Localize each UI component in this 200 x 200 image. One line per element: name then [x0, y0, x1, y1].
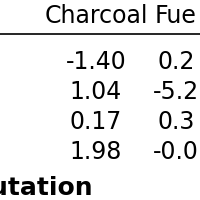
Text: -1.40: -1.40: [66, 50, 126, 74]
Text: 0.2: 0.2: [157, 50, 195, 74]
Text: 1.04: 1.04: [70, 80, 122, 104]
Text: Charcoal: Charcoal: [44, 4, 148, 28]
Text: -0.0: -0.0: [153, 140, 199, 164]
Text: 0.17: 0.17: [70, 110, 122, 134]
Text: 0.3: 0.3: [157, 110, 195, 134]
Text: Fue: Fue: [155, 4, 197, 28]
Text: utation: utation: [0, 176, 93, 200]
Text: -5.2: -5.2: [153, 80, 199, 104]
Text: 1.98: 1.98: [70, 140, 122, 164]
